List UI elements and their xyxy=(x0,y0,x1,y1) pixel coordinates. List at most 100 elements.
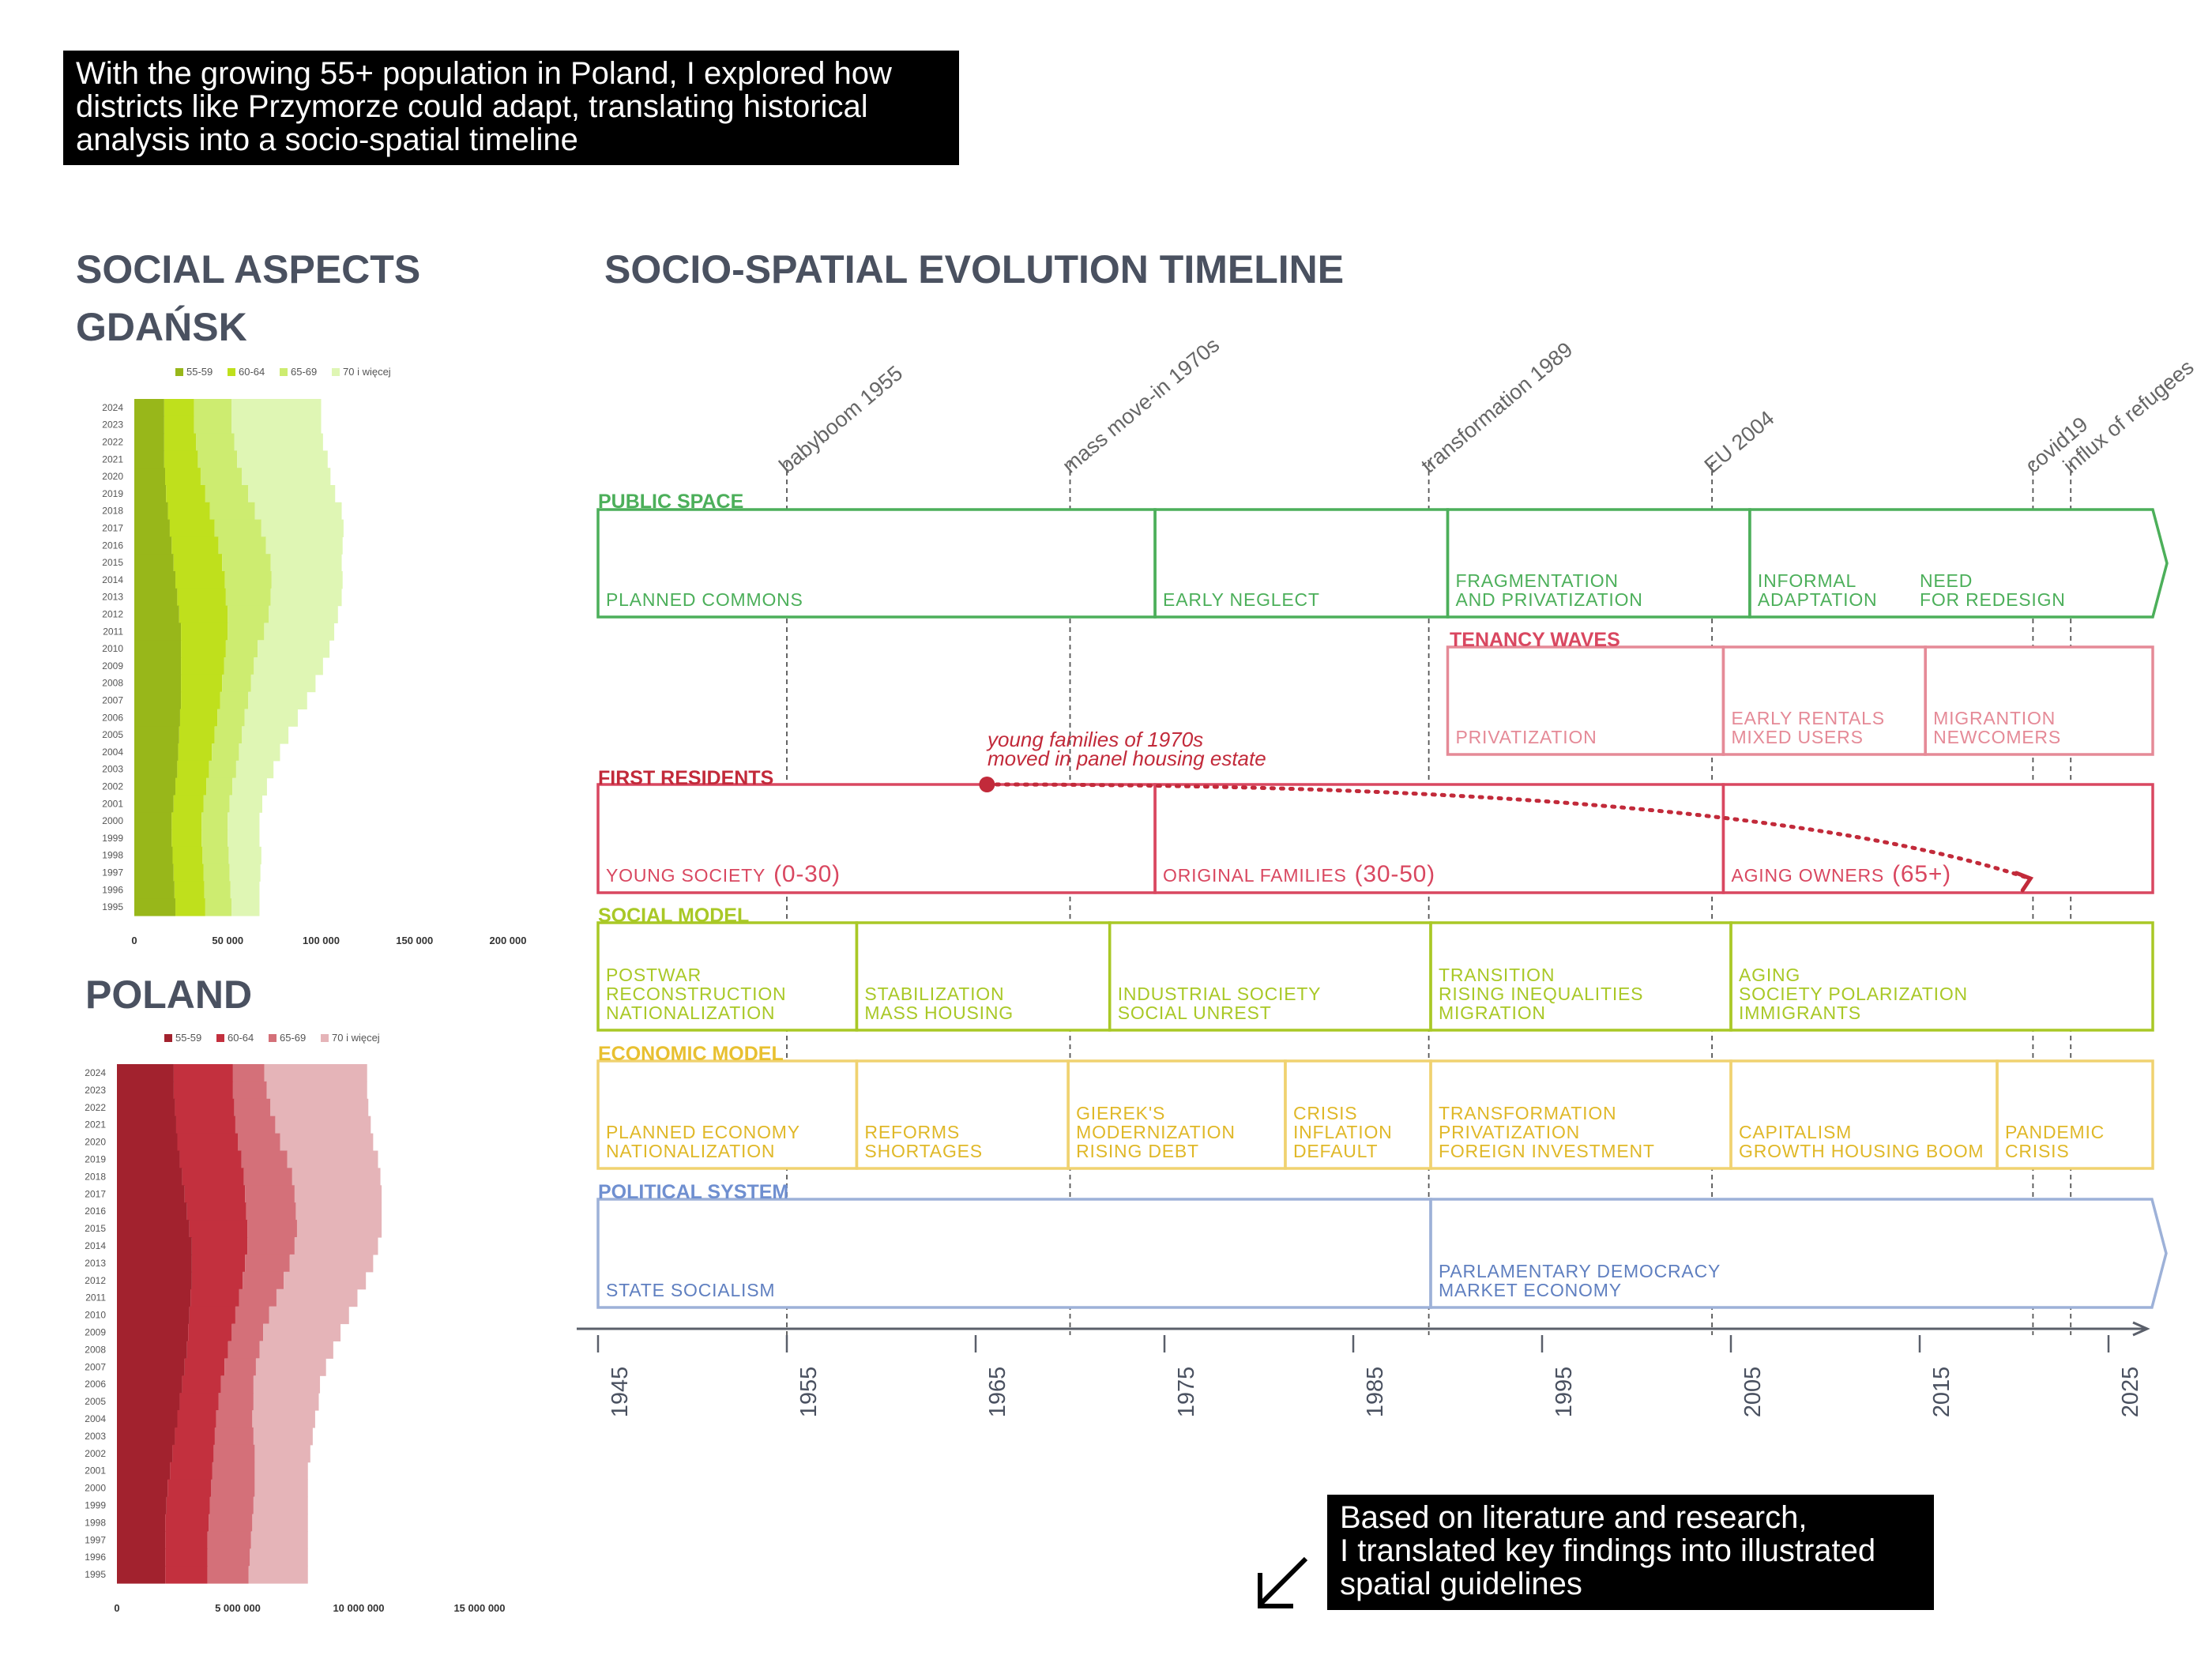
bar-segment xyxy=(269,1306,349,1325)
intro-note: With the growing 55+ population in Polan… xyxy=(63,51,959,165)
segment-label: FRAGMENTATION xyxy=(1456,570,1619,591)
bar-segment xyxy=(117,1064,174,1082)
bar-segment xyxy=(134,605,179,623)
bar-segment xyxy=(255,1358,326,1376)
bar-segment xyxy=(165,1514,209,1532)
y-tick-label: 1995 xyxy=(102,901,123,912)
bar-segment xyxy=(235,1115,276,1134)
bar-segment xyxy=(173,554,223,572)
bar-segment xyxy=(241,1150,288,1168)
bar-segment xyxy=(173,863,204,882)
bar-segment xyxy=(117,1548,166,1567)
segment-label: NEED xyxy=(1920,570,1973,591)
bar-segment xyxy=(175,1427,215,1446)
bar-segment xyxy=(254,657,323,675)
bar-segment xyxy=(175,1115,235,1134)
bar-segment xyxy=(173,795,204,813)
segment-label: NEWCOMERS xyxy=(1933,727,2061,747)
segment-label: RECONSTRUCTION xyxy=(606,984,786,1004)
bar-segment xyxy=(134,709,180,727)
bar-segment xyxy=(239,1288,276,1307)
bar-segment xyxy=(203,863,230,882)
segment-label: PLANNED ECONOMY xyxy=(606,1122,800,1142)
y-tick-label: 1996 xyxy=(85,1552,106,1563)
bar-segment xyxy=(222,674,251,693)
segment-label: STATE SOCIALISM xyxy=(606,1280,775,1300)
y-tick-label: 2015 xyxy=(85,1223,106,1234)
segment-label: GROWTH HOUSING BOOM xyxy=(1739,1141,1984,1161)
segment-label: RISING INEQUALITIES xyxy=(1439,984,1643,1004)
bar-segment xyxy=(270,588,342,607)
bar-segment xyxy=(181,674,223,693)
segment-label: INFORMAL xyxy=(1758,570,1856,591)
y-tick-label: 2024 xyxy=(102,402,123,413)
bar-segment xyxy=(181,623,228,641)
y-tick-label: 2008 xyxy=(85,1344,106,1355)
bar-segment xyxy=(134,726,179,744)
y-tick-label: 2009 xyxy=(102,660,123,672)
bar-segment xyxy=(170,1462,213,1480)
bar-segment xyxy=(177,1133,238,1152)
legend-swatch xyxy=(228,368,235,376)
bar-segment xyxy=(190,1288,239,1307)
y-tick-label: 2007 xyxy=(102,695,123,706)
y-tick-label: 2001 xyxy=(102,798,123,809)
bar-segment xyxy=(246,1202,296,1221)
y-tick-label: 2003 xyxy=(102,764,123,775)
y-tick-label: 1999 xyxy=(102,833,123,844)
y-tick-label: 2008 xyxy=(102,678,123,689)
bar-segment xyxy=(294,1237,378,1255)
bar-segment xyxy=(209,502,255,521)
y-tick-label: 2001 xyxy=(85,1465,106,1477)
bar-segment xyxy=(117,1444,173,1463)
bar-segment xyxy=(218,536,266,555)
bar-segment xyxy=(165,1531,208,1549)
bar-segment xyxy=(117,1479,168,1498)
bar-segment xyxy=(134,468,166,486)
bar-segment xyxy=(269,605,338,623)
bar-segment xyxy=(178,743,213,762)
x-tick-label: 0 xyxy=(131,935,137,946)
annotation-text: young families of 1970s xyxy=(986,728,1203,751)
arrow-down-left-icon xyxy=(1258,1556,1308,1608)
bar-segment xyxy=(117,1081,174,1100)
poland-title: POLAND xyxy=(85,972,253,1017)
lane-segment xyxy=(1996,1059,2154,1170)
legend-swatch xyxy=(164,1034,172,1042)
legend-label: 70 i więcej xyxy=(332,1032,380,1044)
bar-segment xyxy=(117,1514,166,1532)
bar-segment xyxy=(134,760,178,779)
bar-segment xyxy=(134,554,174,572)
bar-segment xyxy=(198,450,238,468)
lane-segment xyxy=(1748,508,2169,619)
bar-segment xyxy=(117,1462,171,1480)
bar-segment xyxy=(134,640,182,658)
bar-segment xyxy=(265,536,343,555)
bar-segment xyxy=(220,691,249,709)
y-tick-label: 2019 xyxy=(85,1153,106,1164)
y-tick-label: 2018 xyxy=(85,1171,106,1182)
bar-segment xyxy=(222,554,271,572)
y-tick-label: 2012 xyxy=(85,1275,106,1286)
y-tick-label: 2000 xyxy=(102,815,123,826)
bar-segment xyxy=(224,657,254,675)
bar-segment xyxy=(134,863,174,882)
bar-segment xyxy=(167,502,210,521)
bar-segment xyxy=(289,1254,374,1273)
year-label: 1945 xyxy=(608,1367,633,1418)
bar-segment xyxy=(235,760,274,779)
bar-segment xyxy=(237,450,328,468)
bar-segment xyxy=(172,846,203,865)
y-tick-label: 2011 xyxy=(103,626,123,637)
bar-segment xyxy=(225,640,258,658)
event-label: transformation 1989 xyxy=(1416,337,1577,477)
y-tick-label: 2000 xyxy=(85,1483,106,1494)
legend-swatch xyxy=(216,1034,224,1042)
gdansk-title: GDAŃSK xyxy=(76,305,247,349)
bar-segment xyxy=(275,1115,371,1134)
y-tick-label: 2020 xyxy=(85,1137,106,1148)
segment-label: CRISIS xyxy=(2005,1141,2069,1161)
bar-segment xyxy=(207,1548,250,1567)
bar-segment xyxy=(214,1427,254,1446)
